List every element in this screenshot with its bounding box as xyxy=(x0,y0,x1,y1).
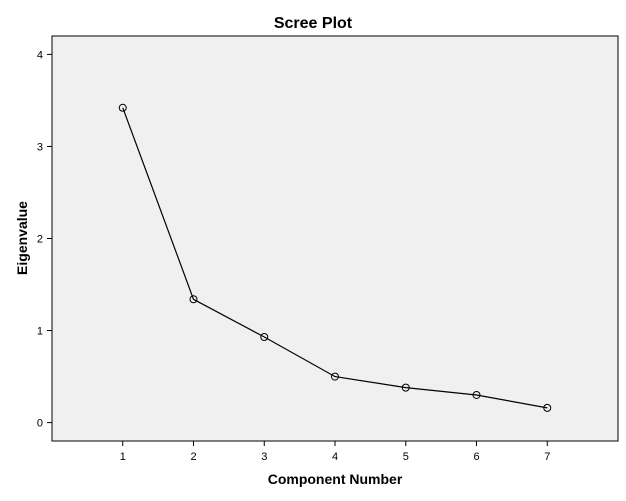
y-axis: 0 1 2 3 4 xyxy=(37,49,52,430)
x-tick-label: 7 xyxy=(544,451,550,463)
data-point-component-5 xyxy=(401,383,410,392)
x-tick-label: 5 xyxy=(403,451,409,463)
x-axis-title: Component Number xyxy=(268,471,403,487)
data-point-component-7 xyxy=(543,403,552,412)
y-tick-label: 3 xyxy=(37,141,43,153)
data-point-component-2 xyxy=(189,295,198,304)
data-point-component-1 xyxy=(118,103,127,112)
y-axis-title: Eigenvalue xyxy=(14,201,30,275)
y-tick-label: 4 xyxy=(37,49,43,61)
chart-title: Scree Plot xyxy=(274,15,353,32)
x-tick-label: 6 xyxy=(473,451,479,463)
x-axis: 1 2 3 4 5 6 7 xyxy=(120,441,550,463)
data-point-component-4 xyxy=(331,372,339,381)
y-tick-label: 2 xyxy=(37,234,43,246)
eigenvalue-series-line xyxy=(122,107,548,409)
x-tick-label: 2 xyxy=(190,451,196,463)
data-point-component-6 xyxy=(472,390,481,399)
y-tick-label: 1 xyxy=(37,326,43,338)
x-tick-label: 1 xyxy=(120,451,126,463)
data-point-component-3 xyxy=(260,332,269,341)
x-tick-label: 3 xyxy=(261,451,267,463)
y-tick-label: 0 xyxy=(37,418,43,430)
x-tick-label: 4 xyxy=(332,451,338,463)
data-markers xyxy=(118,103,552,412)
